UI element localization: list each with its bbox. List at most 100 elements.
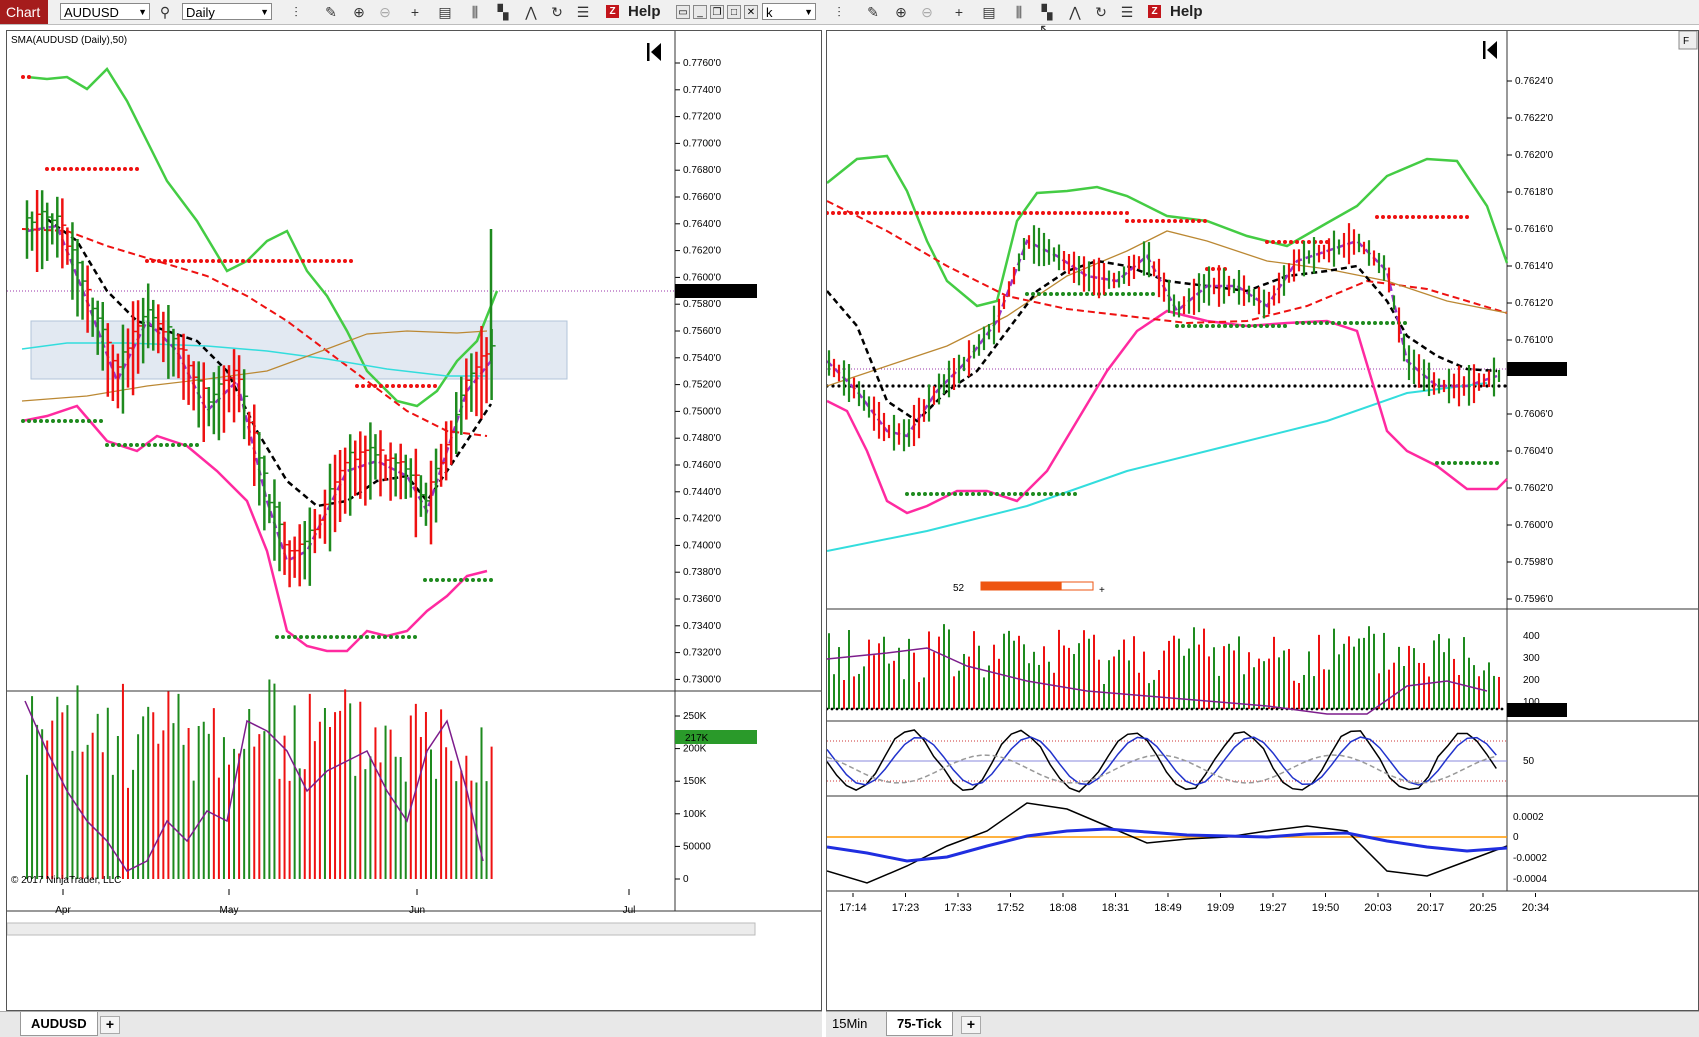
level-dot <box>1287 384 1291 388</box>
pencil-icon[interactable]: ✎ <box>867 4 879 20</box>
right-instrument-selector[interactable]: k ▼ <box>762 3 816 20</box>
volume-tick-label: 0 <box>683 874 689 885</box>
right-chart-canvas[interactable]: F 0.7624'0 0.7622'0 0.7620'0 0.7618'0 0.7616'… <box>827 31 1698 1010</box>
price-tick-label: 0.7300'0 <box>683 674 721 685</box>
time-label: 18:31 <box>1102 902 1130 914</box>
strategies-icon[interactable]: ⫼ <box>1015 4 1023 20</box>
level-dot <box>235 259 239 263</box>
level-dot <box>965 492 969 496</box>
zoom-in-icon[interactable]: ⊕ <box>895 4 907 20</box>
properties-icon[interactable]: ☰ <box>1120 4 1134 20</box>
level-dot <box>1307 240 1311 244</box>
chevron-down-icon: ▼ <box>804 7 813 17</box>
crosshair-icon[interactable]: + <box>954 4 964 20</box>
tab-audusd[interactable]: AUDUSD <box>20 1012 98 1036</box>
volume-baseline-dot <box>1025 707 1029 711</box>
maximize-button[interactable]: □ <box>727 5 741 19</box>
level-dot <box>983 492 987 496</box>
refresh-icon[interactable]: ↻ <box>1095 4 1107 20</box>
level-dot <box>1381 215 1385 219</box>
left-chart-canvas[interactable]: 0.7760'0 0.7740'0 0.7720'0 0.7700'0 0.7680'0… <box>7 31 821 1010</box>
level-dot <box>897 211 901 215</box>
level-dot <box>1127 292 1131 296</box>
level-dot <box>1089 384 1093 388</box>
level-dot <box>1301 321 1305 325</box>
restore-button[interactable]: ❐ <box>710 5 724 19</box>
bar-type-icon[interactable]: ⫶ <box>837 4 841 20</box>
level-dot <box>831 384 835 388</box>
volume-baseline-dot <box>830 707 834 711</box>
level-dot <box>1203 384 1207 388</box>
refresh-icon[interactable]: ↻ <box>551 4 563 20</box>
ninja-z-icon[interactable]: Z <box>1148 5 1161 18</box>
bar-type-icon[interactable]: ⫶ <box>294 4 298 20</box>
level-dot <box>1149 384 1153 388</box>
zoom-in-icon[interactable]: ⊕ <box>353 4 365 20</box>
chart-window-tab[interactable]: Chart <box>0 0 48 24</box>
volume-baseline-dot <box>950 707 954 711</box>
add-tab-button[interactable]: + <box>100 1016 120 1034</box>
level-dot <box>1223 324 1227 328</box>
level-dot <box>1203 219 1207 223</box>
level-dot <box>313 259 317 263</box>
time-label: 17:33 <box>944 902 972 914</box>
crosshair-icon[interactable]: + <box>410 4 420 20</box>
level-dot <box>1197 384 1201 388</box>
level-dot <box>975 384 979 388</box>
data-box-icon[interactable]: ▤ <box>982 4 996 20</box>
volume-baseline-dot <box>1455 707 1459 711</box>
level-dot <box>1155 384 1159 388</box>
close-button[interactable]: ✕ <box>744 5 758 19</box>
drawing-tools-icon[interactable]: ⋀ <box>1069 4 1081 20</box>
drawing-tools-icon[interactable]: ⋀ <box>525 4 537 20</box>
minimize-button[interactable]: _ <box>693 5 707 19</box>
volume-baseline-dot <box>975 707 979 711</box>
interval-selector[interactable]: Daily ▼ <box>182 3 272 20</box>
indicators-icon[interactable]: ▚ <box>497 4 509 20</box>
pencil-icon[interactable]: ✎ <box>325 4 337 20</box>
price-tick-label: 0.7612'0 <box>1515 298 1553 309</box>
volume-baseline-dot <box>1470 707 1474 711</box>
ninja-z-icon[interactable]: Z <box>606 5 619 18</box>
volume-baseline-dot <box>1480 707 1484 711</box>
level-dot <box>1477 461 1481 465</box>
tile-window-icon[interactable]: ▭ <box>676 5 690 19</box>
level-dot <box>1359 384 1363 388</box>
level-dot <box>311 635 315 639</box>
zoom-out-icon[interactable]: ⊖ <box>921 4 933 20</box>
strategies-icon[interactable]: ⫼ <box>471 4 479 20</box>
indicators-icon[interactable]: ▚ <box>1041 4 1053 20</box>
volume-baseline-dot <box>1320 707 1324 711</box>
level-dot <box>1155 219 1159 223</box>
level-dot <box>1387 215 1391 219</box>
volume-baseline-dot <box>1040 707 1044 711</box>
price-tick-label: 0.7560'0 <box>683 326 721 337</box>
search-icon[interactable]: ⚲ <box>159 4 171 20</box>
level-dot <box>355 384 359 388</box>
level-dot <box>1253 324 1257 328</box>
level-dot <box>489 578 493 582</box>
instrument-selector[interactable]: AUDUSD ▼ <box>60 3 150 20</box>
price-tick-label: 0.7604'0 <box>1515 446 1553 457</box>
help-menu[interactable]: Help <box>1170 3 1203 20</box>
level-dot <box>1119 211 1123 215</box>
level-dot <box>1077 211 1081 215</box>
volume-baseline-dot <box>885 707 889 711</box>
zoom-out-icon[interactable]: ⊖ <box>379 4 391 20</box>
level-dot <box>1029 384 1033 388</box>
data-box-icon[interactable]: ▤ <box>438 4 452 20</box>
level-dot <box>1329 384 1333 388</box>
level-dot <box>165 443 169 447</box>
tab-75-tick[interactable]: 75-Tick <box>886 1012 953 1036</box>
tab-15min[interactable]: 15Min <box>832 1016 868 1031</box>
add-tab-button[interactable]: + <box>961 1016 981 1034</box>
level-dot <box>959 492 963 496</box>
bollinger-lower-line <box>21 404 488 653</box>
help-menu[interactable]: Help <box>628 3 661 20</box>
level-dot <box>319 259 323 263</box>
level-dot <box>1325 321 1329 325</box>
volume-baseline-dot <box>940 707 944 711</box>
volume-average-line <box>827 647 1488 715</box>
properties-icon[interactable]: ☰ <box>576 4 590 20</box>
price-tick-label: 0.7340'0 <box>683 621 721 632</box>
